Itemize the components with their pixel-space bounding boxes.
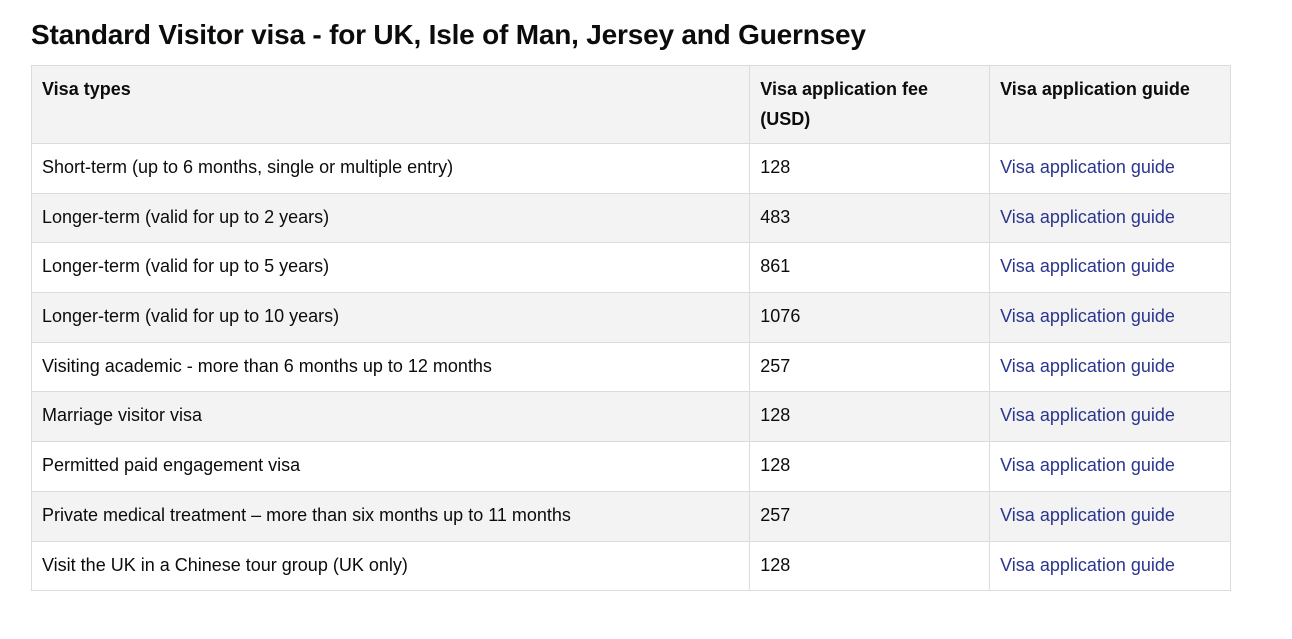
visa-type-cell: Marriage visitor visa <box>30 391 751 443</box>
visa-guide-cell: Visa application guide <box>989 242 1231 294</box>
visa-guide-cell: Visa application guide <box>989 143 1231 194</box>
visa-fee-cell: 128 <box>749 441 991 492</box>
visa-guide-cell: Visa application guide <box>989 192 1231 244</box>
visa-application-guide-link[interactable]: Visa application guide <box>1000 504 1175 525</box>
visa-fee-cell: 128 <box>749 143 991 194</box>
visa-type-cell: Visit the UK in a Chinese tour group (UK… <box>30 540 751 592</box>
visa-fees-table: Visa types Visa application fee (USD) Vi… <box>30 65 1231 592</box>
table-row: Visit the UK in a Chinese tour group (UK… <box>30 540 1231 592</box>
visa-application-guide-link[interactable]: Visa application guide <box>1000 355 1175 376</box>
column-header-fee: Visa application fee (USD) <box>749 65 991 144</box>
visa-guide-cell: Visa application guide <box>989 292 1231 343</box>
visa-type-cell: Longer-term (valid for up to 10 years) <box>30 292 751 343</box>
table-row: Longer-term (valid for up to 10 years) 1… <box>30 292 1231 343</box>
page-title: Standard Visitor visa - for UK, Isle of … <box>31 19 866 50</box>
table-row: Longer-term (valid for up to 5 years) 86… <box>30 242 1231 294</box>
visa-guide-cell: Visa application guide <box>989 490 1231 542</box>
table-header-row: Visa types Visa application fee (USD) Vi… <box>30 65 1231 144</box>
table-row: Longer-term (valid for up to 2 years) 48… <box>30 192 1231 244</box>
visa-type-cell: Longer-term (valid for up to 5 years) <box>30 242 751 294</box>
visa-type-cell: Longer-term (valid for up to 2 years) <box>30 192 751 244</box>
visa-fee-cell: 483 <box>749 192 991 244</box>
visa-application-guide-link[interactable]: Visa application guide <box>1000 455 1175 476</box>
table-row: Private medical treatment – more than si… <box>30 490 1231 542</box>
visa-application-guide-link[interactable]: Visa application guide <box>1000 206 1175 227</box>
visa-application-guide-link[interactable]: Visa application guide <box>1000 306 1175 327</box>
visa-type-cell: Visiting academic - more than 6 months u… <box>30 341 751 393</box>
visa-guide-cell: Visa application guide <box>989 540 1231 592</box>
table-row: Marriage visitor visa 128 Visa applicati… <box>30 391 1231 443</box>
visa-application-guide-link[interactable]: Visa application guide <box>1000 256 1175 277</box>
visa-fee-cell: 128 <box>749 540 991 592</box>
column-header-guide: Visa application guide <box>989 65 1231 144</box>
visa-fee-cell: 257 <box>749 341 991 393</box>
visa-fee-cell: 1076 <box>749 292 991 343</box>
table-row: Short-term (up to 6 months, single or mu… <box>30 143 1231 194</box>
visa-guide-cell: Visa application guide <box>989 441 1231 492</box>
table-row: Permitted paid engagement visa 128 Visa … <box>30 441 1231 492</box>
visa-type-cell: Permitted paid engagement visa <box>30 441 751 492</box>
visa-guide-cell: Visa application guide <box>989 391 1231 443</box>
table-row: Visiting academic - more than 6 months u… <box>30 341 1231 393</box>
visa-application-guide-link[interactable]: Visa application guide <box>1000 405 1175 426</box>
visa-application-guide-link[interactable]: Visa application guide <box>1000 554 1175 575</box>
visa-fee-cell: 257 <box>749 490 991 542</box>
visa-fee-cell: 128 <box>749 391 991 443</box>
visa-type-cell: Private medical treatment – more than si… <box>30 490 751 542</box>
visa-type-cell: Short-term (up to 6 months, single or mu… <box>30 143 751 194</box>
column-header-visa-types: Visa types <box>30 65 751 144</box>
visa-fee-cell: 861 <box>749 242 991 294</box>
visa-guide-cell: Visa application guide <box>989 341 1231 393</box>
visa-application-guide-link[interactable]: Visa application guide <box>1000 157 1175 177</box>
